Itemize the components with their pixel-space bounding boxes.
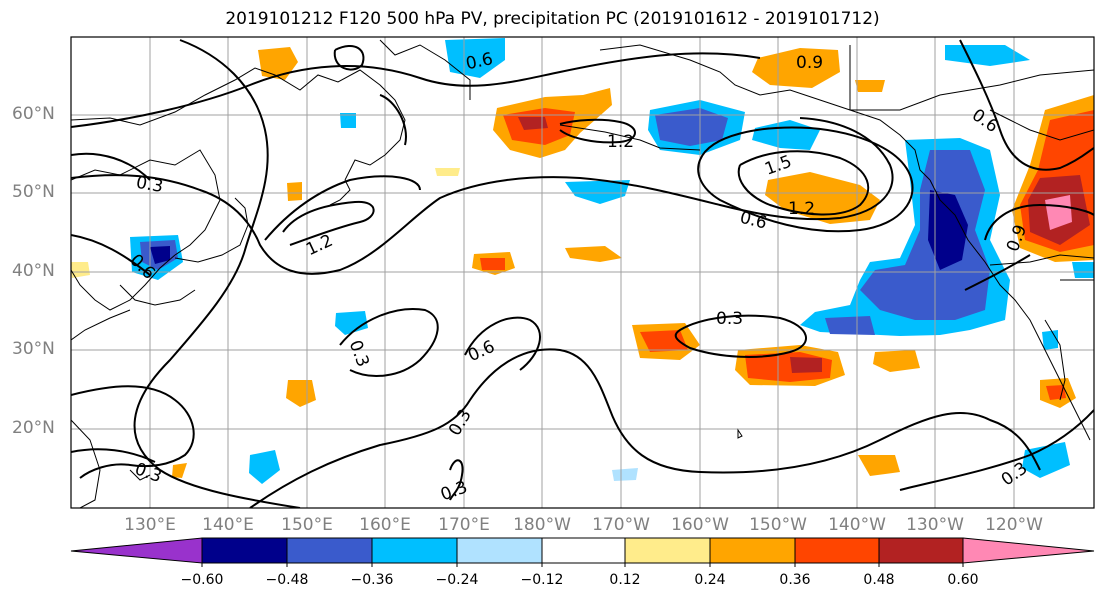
colorbar-tick-label: −0.60 [180,572,224,588]
precip-negative [655,108,728,146]
contour-label: 0.6 [738,208,769,234]
contour-label: 0.3 [345,338,373,370]
colorbar-tick-label: 0.36 [779,572,811,588]
precip-positive [287,182,302,201]
precip-negative [565,180,630,204]
precip-positive [172,463,187,478]
precip-positive [518,117,548,130]
colorbar-tick-label: 0.24 [694,572,726,588]
precip-negative [445,38,505,78]
lat-label: 60°N [12,104,55,124]
precip-negative [1022,442,1070,478]
precip-negative [945,45,1030,66]
graticule [71,37,1094,508]
lat-label: 20°N [12,418,55,438]
colorbar-segment [962,537,1095,564]
colorbar-tick-label: 0.12 [609,572,641,588]
colorbar-segment [286,537,373,564]
contour-label: 0.3 [132,459,164,487]
contour-label: 0.9 [796,53,823,73]
colorbar-tick-label: −0.12 [520,572,564,588]
precip-positive [873,350,920,372]
precip-positive [790,357,822,373]
precip-negative [825,316,875,335]
contour-label: 0.3 [445,406,476,439]
pv-contours [71,39,1094,508]
coastlines [71,39,1094,508]
lat-label: 50°N [12,182,55,202]
lon-label: 120°W [985,515,1043,535]
precip-positive [1045,195,1072,230]
precip-positive [258,47,298,80]
contour-label: 0.3 [134,173,164,197]
lon-label: 130°E [124,515,176,535]
lon-label: 140°E [202,515,254,535]
precip-positive [752,48,840,88]
lon-label: 150°E [281,515,333,535]
map-frame [70,36,1095,509]
precip-positive [858,455,900,476]
lat-label: 30°N [12,339,55,359]
lon-label: 170°E [438,515,490,535]
lon-label: 170°W [592,515,650,535]
lon-label: 130°W [906,515,964,535]
precip-positive [286,380,316,407]
precip-negative [1042,330,1058,350]
precip-negative [1072,262,1094,278]
contour-label: 0.3 [438,477,470,505]
precip-negative [612,468,638,481]
colorbar-tick-label: −0.24 [435,572,479,588]
map-area: 0.6 0.9 1.2 1.5 1.2 0.6 0.3 1.2 0.6 0.9 … [71,37,1094,508]
lon-label: 180°W [513,515,571,535]
colorbar-segment [541,537,626,564]
colorbar-segment [371,537,458,564]
lon-label: 160°W [671,515,729,535]
colorbar-segment [456,537,543,564]
precip-positive [855,80,885,92]
precip-negative [752,120,820,150]
colorbar-tick-label: 0.48 [863,572,895,588]
precip-negative [928,190,968,270]
precip-positive [480,258,505,270]
colorbar-segment [794,537,880,564]
map-title: 2019101212 F120 500 hPa PV, precipitatio… [225,9,880,29]
precip-negative [335,311,368,335]
contour-label: 1.5 [762,152,794,180]
precip-negative [249,450,280,484]
lon-label: 140°W [828,515,886,535]
contour-label: 1.2 [788,199,815,219]
contour-label: 0.6 [465,337,498,367]
colorbar-segment [70,537,203,564]
colorbar-segment [709,537,796,564]
precip-positive [71,262,90,278]
lon-label: 160°E [359,515,411,535]
colorbar [70,537,1095,567]
colorbar-segment [201,537,288,564]
precip-positive [435,168,460,176]
lon-label: 150°W [749,515,807,535]
lat-label: 40°N [12,261,55,281]
colorbar-tick-label: −0.36 [350,572,394,588]
colorbar-tick-label: −0.48 [265,572,309,588]
colorbar-segment [624,537,711,564]
colorbar-segment [878,537,964,564]
colorbar-tick-label: 0.60 [947,572,979,588]
precip-positive [565,246,622,262]
contour-label: 1.2 [303,231,336,261]
contour-label: 0.6 [968,105,1002,137]
precip-shading [71,38,1094,484]
contour-label: 1.2 [607,132,634,152]
precip-negative [340,113,356,128]
precip-negative [150,246,170,264]
contour-label: 0.3 [716,309,743,329]
